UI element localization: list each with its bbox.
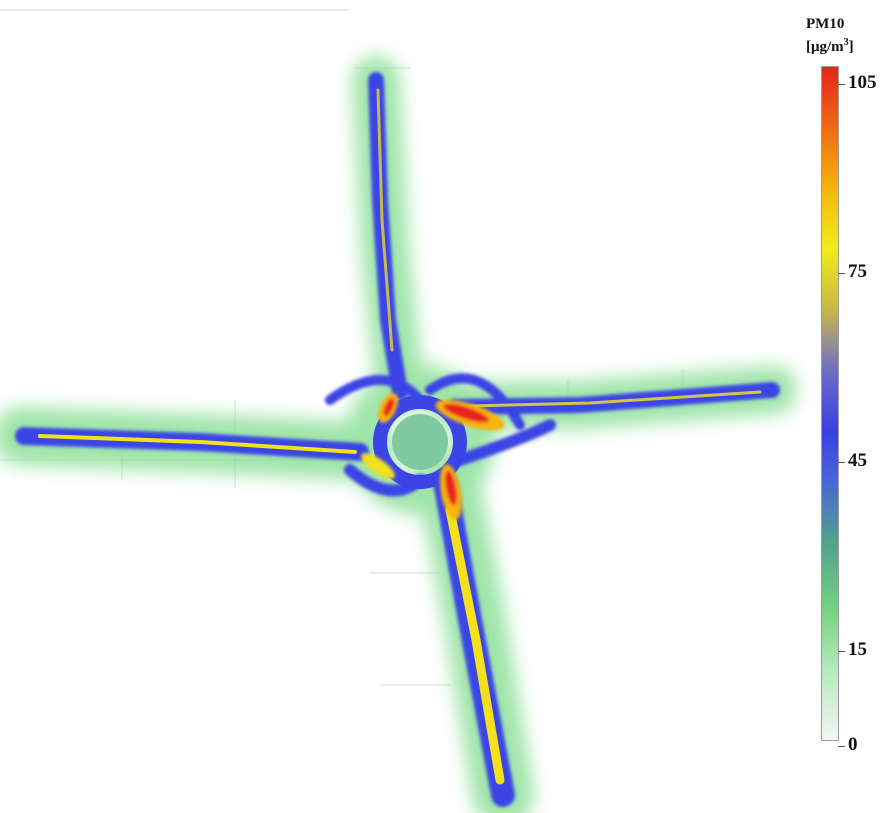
colorbar-title: PM10 — [806, 16, 845, 32]
colorbar-tick-mark — [838, 273, 845, 275]
red-hotspots — [361, 393, 505, 520]
colorbar-tick-label: 45 — [848, 450, 867, 472]
grid-lines — [0, 9, 684, 686]
lane-hotspots — [38, 88, 762, 785]
colorbar-tick-mark — [838, 84, 845, 85]
colorbar-gradient — [821, 66, 839, 741]
colorbar-tick-mark — [838, 651, 845, 653]
colorbar-tick-mark — [838, 462, 845, 464]
colorbar-tick-label: 105 — [848, 72, 877, 93]
colorbar-unit: [μg/m3] — [806, 37, 854, 55]
colorbar-tick-label: 0 — [848, 734, 858, 755]
colorbar-tick-mark — [838, 746, 845, 747]
colorbar-tick-label: 15 — [848, 639, 867, 661]
colorbar-tick-label: 75 — [848, 261, 867, 283]
roundabout — [373, 395, 467, 489]
